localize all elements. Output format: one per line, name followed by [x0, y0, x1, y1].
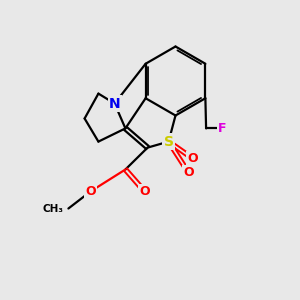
Text: N: N — [109, 97, 120, 110]
Text: O: O — [85, 185, 96, 198]
Text: CH₃: CH₃ — [43, 203, 64, 214]
Text: O: O — [139, 185, 150, 198]
Text: O: O — [183, 166, 194, 179]
Text: F: F — [218, 122, 227, 135]
Text: O: O — [187, 152, 198, 165]
Text: S: S — [164, 135, 174, 148]
